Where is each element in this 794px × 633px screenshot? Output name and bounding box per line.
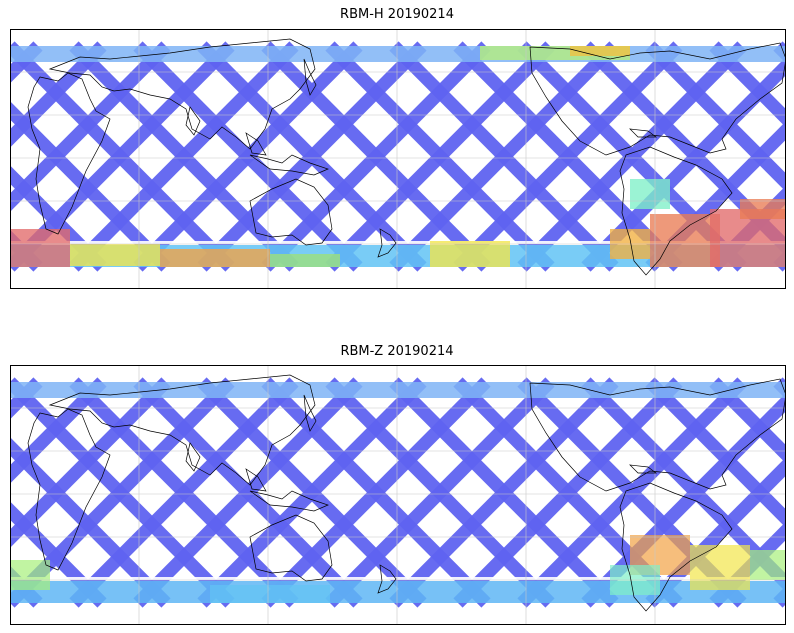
swath-track (133, 377, 363, 608)
swath-track (325, 377, 555, 608)
coastlines (27, 38, 786, 276)
swath-track (261, 377, 491, 608)
swath-track (10, 41, 235, 272)
graticule (10, 29, 786, 289)
high-value-patches (10, 46, 786, 267)
swath-track (709, 377, 786, 464)
swath-track (389, 41, 619, 272)
swath-track (197, 41, 427, 272)
coastlines (27, 374, 786, 612)
swath-track (10, 501, 107, 608)
high-value-patches (10, 535, 786, 603)
panel-title-rbm-h: RBM-H 20190214 (340, 7, 454, 22)
swath-track (645, 377, 786, 528)
swath-band-south (10, 581, 786, 603)
swath-band-north (10, 46, 786, 62)
swath-track (10, 437, 171, 608)
swath-band-north (10, 382, 786, 398)
swath-track (69, 41, 299, 272)
swath-track (133, 41, 363, 272)
panel-title-rbm-z: RBM-Z 20190214 (340, 344, 454, 359)
swath-track (10, 41, 107, 148)
swath-track (10, 377, 235, 608)
swath-track (389, 377, 619, 608)
swath-track (325, 41, 555, 272)
map-frame (10, 365, 786, 625)
map-panel-rbm-h (10, 29, 786, 289)
map-panel-rbm-z (10, 365, 786, 625)
swath-track (69, 377, 299, 608)
swath-track (197, 377, 427, 608)
swath-track (10, 377, 107, 484)
swath-track (709, 41, 786, 128)
map-frame (10, 29, 786, 289)
swath-track (261, 41, 491, 272)
swath-track (645, 41, 786, 192)
swath-track (10, 101, 171, 272)
